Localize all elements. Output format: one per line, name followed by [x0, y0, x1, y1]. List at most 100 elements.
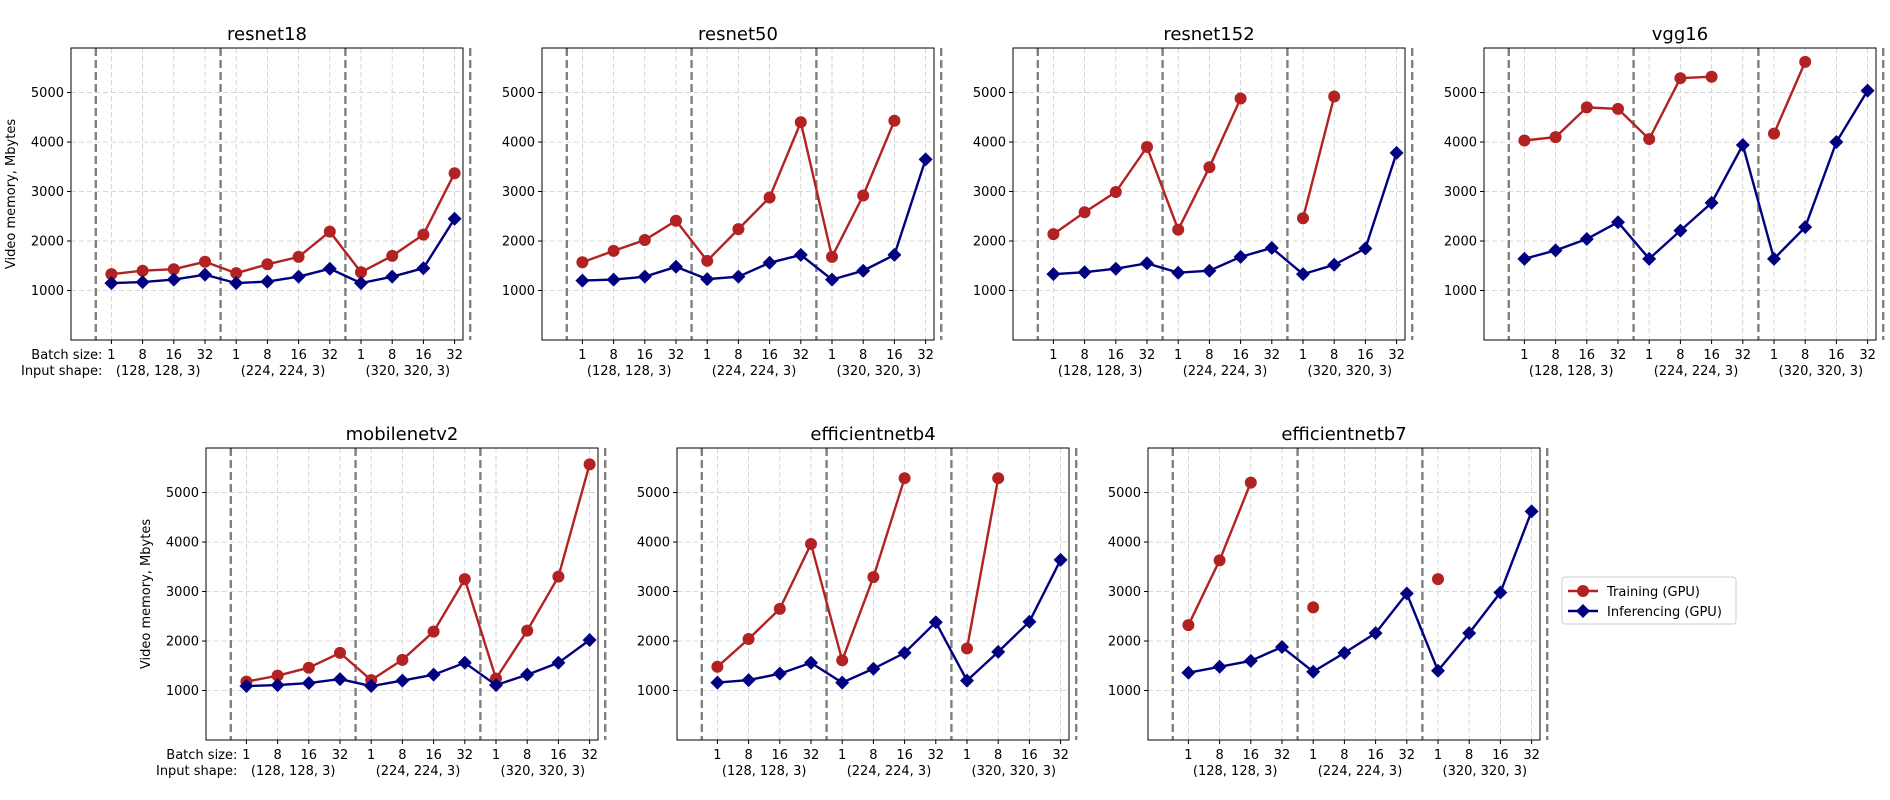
panel-title: resnet50: [698, 24, 778, 45]
inferencing-point: [1462, 626, 1477, 641]
training-point: [836, 654, 849, 667]
inferencing-point: [1493, 585, 1508, 600]
x-group-label: (128, 128, 3): [251, 764, 336, 779]
x-tick-label: 32: [457, 748, 474, 763]
training-point: [1307, 601, 1320, 614]
inferencing-point: [582, 633, 597, 648]
training-point: [1172, 223, 1185, 236]
training-point: [167, 263, 180, 276]
inferencing-point: [260, 274, 275, 289]
x-tick-label: 16: [1357, 348, 1374, 363]
training-point: [1297, 212, 1309, 225]
x-group-label: (320, 320, 3): [501, 764, 586, 779]
training-point: [1109, 186, 1122, 199]
x-tick-label: 16: [761, 348, 778, 363]
inferencing-point: [1233, 249, 1248, 264]
training-point: [105, 268, 118, 281]
training-point: [1182, 619, 1195, 632]
x-group-label: (224, 224, 3): [1183, 364, 1268, 379]
inferencing-point: [1358, 241, 1373, 256]
training-series-line: [111, 172, 456, 276]
training-point: [701, 254, 714, 267]
inferencing-point: [1524, 504, 1539, 519]
inferencing-point: [1548, 243, 1563, 258]
x-tick-label: 16: [290, 348, 307, 363]
legend-training-marker: [1577, 585, 1589, 597]
x-tick-label: 16: [1021, 748, 1038, 763]
inferencing-point: [575, 273, 590, 288]
x-tick-label: 1: [1520, 348, 1528, 363]
y-tick-label: 5000: [973, 86, 1006, 101]
inferencing-point: [1296, 267, 1310, 282]
training-point: [805, 538, 817, 551]
y-tick-label: 4000: [166, 536, 199, 551]
training-point: [1203, 161, 1216, 174]
training-point: [794, 116, 807, 129]
training-point: [1799, 55, 1812, 68]
training-point: [1612, 102, 1624, 115]
legend-training-label: Training (GPU): [1606, 585, 1700, 600]
x-tick-label: 8: [388, 348, 396, 363]
training-point: [898, 472, 911, 485]
x-group-label: (320, 320, 3): [1779, 364, 1864, 379]
y-tick-label: 1000: [1108, 684, 1141, 699]
x-tick-label: 16: [886, 348, 903, 363]
inferencing-series-line: [1188, 510, 1533, 674]
y-tick-label: 3000: [973, 185, 1006, 200]
training-point: [136, 264, 149, 277]
x-group-label: (224, 224, 3): [847, 764, 932, 779]
training-point: [302, 661, 315, 674]
inferencing-point: [804, 655, 818, 670]
inferencing-point: [333, 672, 347, 687]
training-point: [427, 625, 440, 638]
y-tick-label: 4000: [1444, 136, 1477, 151]
x-tick-label: 16: [637, 348, 654, 363]
inferencing-point: [354, 276, 368, 291]
x-tick-label: 1: [1299, 348, 1307, 363]
x-tick-label: 1: [963, 748, 971, 763]
training-series-line: [1301, 96, 1336, 219]
training-point: [1047, 228, 1060, 241]
x-tick-label: 32: [332, 748, 349, 763]
inferencing-point: [1798, 220, 1813, 235]
y-tick-label: 4000: [973, 136, 1006, 151]
inferencing-series-line: [1524, 89, 1869, 262]
x-group-label: (224, 224, 3): [1318, 764, 1403, 779]
panel-resnet152: resnet152 1000 2000 3000 4000 5000 1 8 16 32 1 8 16 3…: [973, 24, 1414, 379]
x-tick-label: 8: [1215, 748, 1223, 763]
training-series-line: [246, 463, 591, 683]
x-group-label: (224, 224, 3): [241, 364, 326, 379]
training-point: [670, 214, 682, 227]
training-point: [1234, 92, 1247, 105]
x-tick-label: 32: [1859, 348, 1876, 363]
inferencing-point: [700, 272, 715, 287]
x-group-label: (128, 128, 3): [1529, 364, 1614, 379]
x-tick-label: 1: [1645, 348, 1653, 363]
legend-inferencing-label: Inferencing (GPU): [1607, 605, 1722, 620]
training-point: [552, 570, 565, 583]
inferencing-point: [710, 675, 725, 690]
inferencing-point: [239, 679, 254, 694]
x-tick-label: 16: [772, 748, 789, 763]
inferencing-point: [291, 269, 306, 284]
inferencing-point: [1022, 614, 1037, 629]
y-tick-label: 2000: [1108, 635, 1141, 650]
x-tick-label: 1: [1434, 748, 1442, 763]
inferencing-point: [866, 661, 881, 676]
x-tick-label: 32: [446, 348, 463, 363]
y-tick-label: 3000: [166, 585, 199, 600]
inferencing-point: [1181, 665, 1196, 680]
inferencing-point: [897, 645, 912, 660]
y-tick-label: 1000: [973, 284, 1006, 299]
inferencing-point: [1389, 145, 1404, 160]
x-group-label: (320, 320, 3): [837, 364, 922, 379]
x-tick-label: 16: [1232, 348, 1249, 363]
inferencing-point: [991, 644, 1006, 659]
x-tick-label: 8: [398, 748, 406, 763]
training-point: [711, 660, 724, 673]
y-tick-label: 3000: [1444, 185, 1477, 200]
x-tick-label: 8: [523, 748, 531, 763]
panel-title: efficientnetb4: [810, 424, 935, 445]
training-point: [1705, 70, 1718, 83]
legend-box: [1561, 576, 1737, 625]
